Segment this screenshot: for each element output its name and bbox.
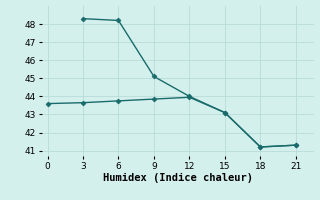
X-axis label: Humidex (Indice chaleur): Humidex (Indice chaleur) <box>103 173 252 183</box>
